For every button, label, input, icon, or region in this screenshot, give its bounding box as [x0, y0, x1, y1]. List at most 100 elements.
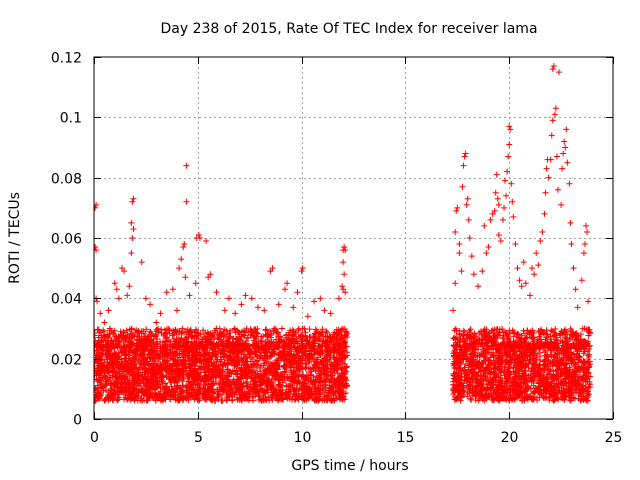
data-point: [111, 327, 118, 334]
data-point: [276, 333, 283, 340]
data-point: [251, 334, 258, 341]
data-point: [165, 392, 172, 399]
data-point: [260, 347, 267, 354]
data-point: [153, 379, 160, 386]
data-point: [112, 333, 119, 340]
data-point: [313, 328, 320, 335]
data-point: [120, 329, 127, 336]
data-point: [135, 382, 142, 389]
data-point: [243, 395, 250, 402]
data-point: [109, 361, 116, 368]
data-point: [133, 378, 140, 385]
data-point: [266, 375, 273, 382]
data-point: [123, 327, 130, 334]
data-point: [223, 327, 230, 334]
data-point: [231, 352, 238, 359]
data-point: [114, 359, 121, 366]
data-point: [174, 391, 181, 398]
data-point: [179, 325, 186, 332]
data-point: [249, 388, 256, 395]
data-point: [237, 373, 244, 380]
data-point: [328, 363, 335, 370]
data-point: [323, 328, 330, 335]
data-point: [157, 388, 164, 395]
data-point: [142, 365, 149, 372]
data-point: [140, 361, 147, 368]
data-point: [164, 334, 171, 341]
data-point: [241, 332, 248, 339]
data-point: [307, 390, 314, 397]
data-point: [254, 325, 261, 332]
data-point: [271, 367, 278, 374]
data-point: [174, 384, 181, 391]
data-point: [280, 363, 287, 370]
data-point: [270, 339, 277, 346]
data-point: [256, 392, 263, 399]
data-point: [133, 385, 140, 392]
data-point: [140, 392, 147, 399]
data-point: [130, 388, 137, 395]
data-point: [252, 390, 259, 397]
data-point: [333, 366, 340, 373]
data-point: [211, 334, 218, 341]
data-point: [231, 326, 238, 333]
data-point: [121, 374, 128, 381]
data-point: [151, 348, 158, 355]
data-point: [315, 343, 322, 350]
data-point: [244, 334, 251, 341]
data-point: [302, 332, 309, 339]
data-point: [157, 343, 164, 350]
data-point: [191, 375, 198, 382]
data-point: [108, 380, 115, 387]
data-point: [300, 372, 307, 379]
data-point: [106, 360, 113, 367]
data-point: [264, 380, 271, 387]
data-point: [246, 393, 253, 400]
data-point: [167, 379, 174, 386]
data-point: [100, 327, 107, 334]
data-point: [276, 377, 283, 384]
data-point: [342, 390, 349, 397]
chart-title: Day 238 of 2015, Rate Of TEC Index for r…: [160, 21, 537, 37]
data-point: [260, 357, 267, 364]
data-point: [237, 385, 244, 392]
data-point: [251, 379, 258, 386]
data-point: [101, 372, 108, 379]
data-point: [162, 335, 169, 342]
data-point: [146, 328, 153, 335]
data-point: [343, 383, 350, 390]
data-point: [154, 383, 161, 390]
data-point: [289, 326, 296, 333]
data-point: [242, 329, 249, 336]
data-point: [105, 388, 112, 395]
data-point: [144, 390, 151, 397]
data-point: [303, 364, 310, 371]
data-point: [209, 368, 216, 375]
data-point: [229, 396, 236, 403]
data-point: [243, 325, 250, 332]
data-point: [218, 397, 225, 404]
data-point: [299, 333, 306, 340]
data-point: [258, 385, 265, 392]
data-point: [98, 389, 105, 396]
data-point: [230, 376, 237, 383]
data-points: [94, 63, 594, 404]
data-point: [219, 362, 226, 369]
data-point: [333, 336, 340, 343]
data-point: [218, 384, 225, 391]
data-point: [268, 368, 275, 375]
data-point: [169, 344, 176, 351]
data-point: [321, 396, 328, 403]
data-point: [321, 366, 328, 373]
data-point: [283, 392, 290, 399]
data-point: [182, 383, 189, 390]
data-point: [131, 397, 138, 404]
data-point: [261, 360, 268, 367]
data-point: [295, 327, 302, 334]
data-point: [138, 386, 145, 393]
data-point: [219, 391, 226, 398]
data-point: [243, 378, 250, 385]
data-point: [113, 334, 120, 341]
